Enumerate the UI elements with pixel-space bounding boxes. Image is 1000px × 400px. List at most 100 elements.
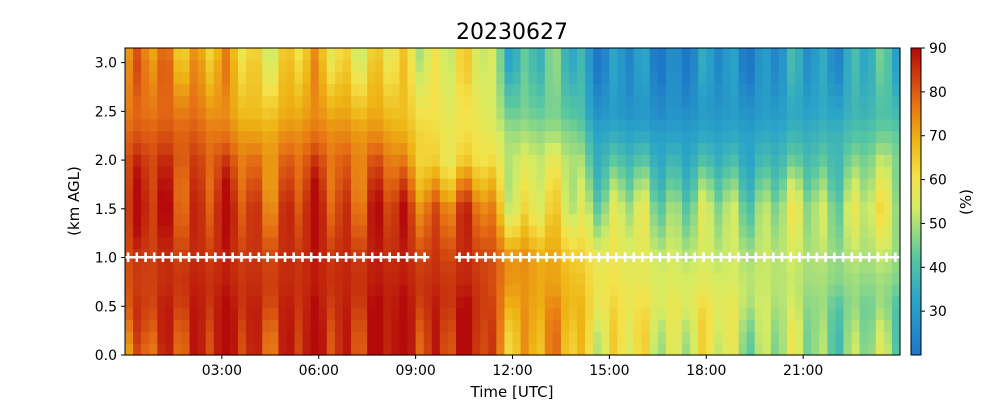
heatmap-cell: [504, 177, 514, 191]
heatmap-cell: [617, 83, 627, 96]
heatmap-cell: [205, 95, 215, 108]
heatmap-cell: [778, 319, 788, 332]
heatmap-cell: [246, 83, 255, 96]
heatmap-cell: [254, 166, 263, 179]
heatmap-cell: [665, 331, 675, 344]
heatmap-cell: [609, 95, 619, 108]
heatmap-cell: [423, 177, 433, 191]
heatmap-cell: [795, 95, 804, 108]
heatmap-cell: [318, 177, 328, 191]
heatmap-cell: [641, 343, 651, 356]
heatmap-cell: [464, 343, 473, 356]
heatmap-cell: [835, 284, 845, 297]
heatmap-cell: [447, 343, 457, 356]
heatmap-cell: [633, 189, 643, 203]
heatmap-cell: [706, 319, 715, 332]
heatmap-cell: [359, 71, 368, 85]
heatmap-cell: [569, 201, 578, 214]
heatmap-cell: [286, 248, 296, 262]
heatmap-cell: [641, 95, 651, 108]
heatmap-cell: [455, 319, 465, 332]
marker-dot: ✚: [637, 251, 648, 266]
heatmap-cell: [835, 118, 845, 132]
heatmap-cell: [811, 248, 820, 262]
heatmap-cell: [778, 71, 788, 85]
heatmap-cell: [536, 177, 546, 191]
heatmap-cell: [302, 154, 312, 167]
heatmap-cell: [633, 307, 643, 321]
heatmap-cell: [682, 189, 691, 203]
marker-dot: ✚: [576, 251, 587, 266]
heatmap-cell: [278, 83, 288, 96]
heatmap-cell: [883, 295, 893, 309]
heatmap-cell: [762, 166, 772, 179]
marker-dot: ✚: [489, 251, 500, 266]
heatmap-cell: [472, 95, 481, 108]
heatmap-cell: [827, 48, 837, 61]
heatmap-cell: [310, 236, 320, 250]
heatmap-cell: [238, 95, 247, 108]
heatmap-cell: [133, 248, 142, 262]
heatmap-cell: [778, 118, 788, 132]
heatmap-cell: [447, 107, 457, 120]
heatmap-cell: [859, 48, 869, 61]
heatmap-cell: [536, 307, 546, 321]
heatmap-cell: [326, 295, 336, 309]
heatmap-cell: [827, 248, 837, 262]
heatmap-cell: [439, 59, 449, 73]
heatmap-cell: [528, 225, 538, 238]
heatmap-cell: [383, 83, 392, 96]
heatmap-cell: [536, 272, 546, 285]
heatmap-cell: [278, 225, 288, 238]
marker-dot: ✚: [349, 251, 360, 266]
heatmap-cell: [682, 213, 691, 226]
heatmap-cell: [520, 177, 530, 191]
heatmap-cell: [633, 83, 643, 96]
heatmap-cell: [682, 166, 691, 179]
heatmap-cell: [439, 118, 449, 132]
heatmap-cell: [262, 272, 271, 285]
marker-dot: ✚: [245, 251, 256, 266]
heatmap-cell: [609, 142, 619, 155]
heatmap-cell: [657, 177, 667, 191]
heatmap-cell: [609, 343, 619, 356]
heatmap-cell: [455, 118, 465, 132]
heatmap-cell: [359, 272, 368, 285]
heatmap-cell: [859, 154, 869, 167]
heatmap-cell: [577, 236, 586, 250]
heatmap-cell: [342, 59, 352, 73]
heatmap-cell: [585, 95, 594, 108]
heatmap-cell: [649, 166, 659, 179]
heatmap-cell: [633, 225, 643, 238]
heatmap-cell: [875, 189, 885, 203]
heatmap-cell: [423, 142, 433, 155]
heatmap-cell: [633, 130, 643, 144]
heatmap-cell: [512, 225, 522, 238]
heatmap-cell: [205, 343, 215, 356]
heatmap-cell: [334, 236, 344, 250]
heatmap-cell: [641, 236, 651, 250]
heatmap-cell: [375, 331, 384, 344]
heatmap-cell: [682, 130, 691, 144]
heatmap-cell: [593, 154, 602, 167]
heatmap-cell: [851, 225, 861, 238]
heatmap-cell: [617, 201, 627, 214]
heatmap-cell: [657, 83, 667, 96]
heatmap-cell: [835, 331, 845, 344]
heatmap-cell: [189, 48, 199, 61]
heatmap-cell: [601, 83, 610, 96]
heatmap-cell: [197, 236, 207, 250]
marker-dot: ✚: [201, 251, 212, 266]
heatmap-cell: [698, 142, 707, 155]
heatmap-cell: [342, 260, 352, 273]
heatmap-cell: [367, 248, 376, 262]
heatmap-cell: [383, 201, 392, 214]
heatmap-cell: [415, 284, 425, 297]
heatmap-cell: [399, 213, 409, 226]
heatmap-cell: [682, 142, 691, 155]
heatmap-cell: [811, 130, 820, 144]
heatmap-cell: [221, 118, 231, 132]
heatmap-cell: [197, 225, 207, 238]
heatmap-cell: [770, 118, 780, 132]
heatmap-cell: [633, 201, 643, 214]
